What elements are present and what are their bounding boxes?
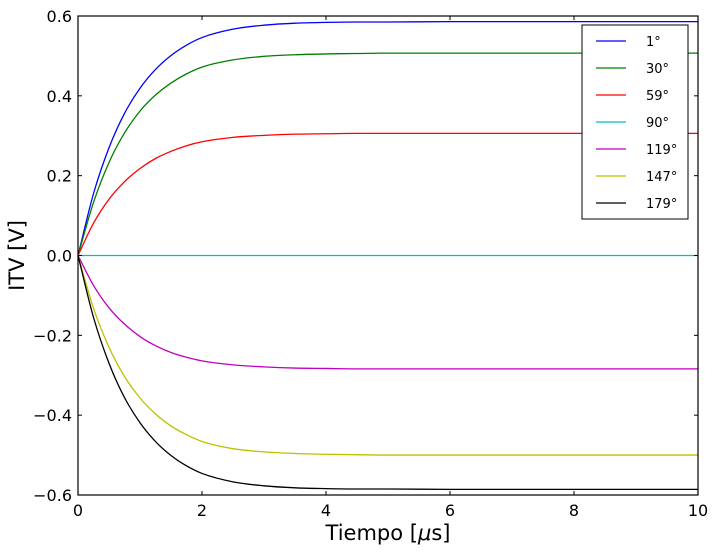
legend-label-6: 179° bbox=[646, 197, 677, 212]
series-line-1 bbox=[77, 52, 698, 256]
legend-label-3: 90° bbox=[646, 116, 669, 131]
y-tick-label: −0.4 bbox=[33, 406, 72, 425]
tick-layer bbox=[77, 15, 699, 496]
legend-label-4: 119° bbox=[646, 143, 677, 158]
series-line-0 bbox=[77, 20, 698, 256]
y-axis-label: ITV [V] bbox=[5, 220, 29, 291]
x-tick-label: 6 bbox=[445, 501, 455, 520]
legend: 1° 30° 59° 90° 119° 147° 179° bbox=[581, 24, 689, 220]
x-tick-label: 0 bbox=[73, 501, 83, 520]
x-tick-label: 8 bbox=[569, 501, 579, 520]
x-tick-label: 4 bbox=[321, 501, 331, 520]
series-line-4 bbox=[77, 255, 698, 370]
series-line-2 bbox=[77, 132, 698, 256]
x-tick-label: 2 bbox=[197, 501, 207, 520]
y-tick-label: 0.2 bbox=[47, 167, 72, 186]
y-tick-label: 0.0 bbox=[47, 247, 72, 266]
series-layer bbox=[77, 20, 698, 491]
y-tick-label: −0.2 bbox=[33, 326, 72, 345]
legend-label-0: 1° bbox=[646, 35, 661, 50]
legend-label-1: 30° bbox=[646, 62, 669, 77]
y-tick-label: −0.6 bbox=[33, 486, 72, 505]
legend-label-5: 147° bbox=[646, 170, 677, 185]
x-axis-label: Tiempo [μs] bbox=[325, 521, 451, 545]
y-tick-label: 0.4 bbox=[47, 87, 72, 106]
y-tick-label: 0.6 bbox=[47, 7, 72, 26]
tick-label-layer: 0 2 4 6 8 10 −0.6 −0.4 −0.2 0.0 0.2 0.4 0.6 bbox=[33, 7, 708, 520]
legend-label-2: 59° bbox=[646, 89, 669, 104]
series-line-6 bbox=[77, 255, 698, 491]
x-tick-label: 10 bbox=[688, 501, 708, 520]
series-line-5 bbox=[77, 255, 698, 456]
